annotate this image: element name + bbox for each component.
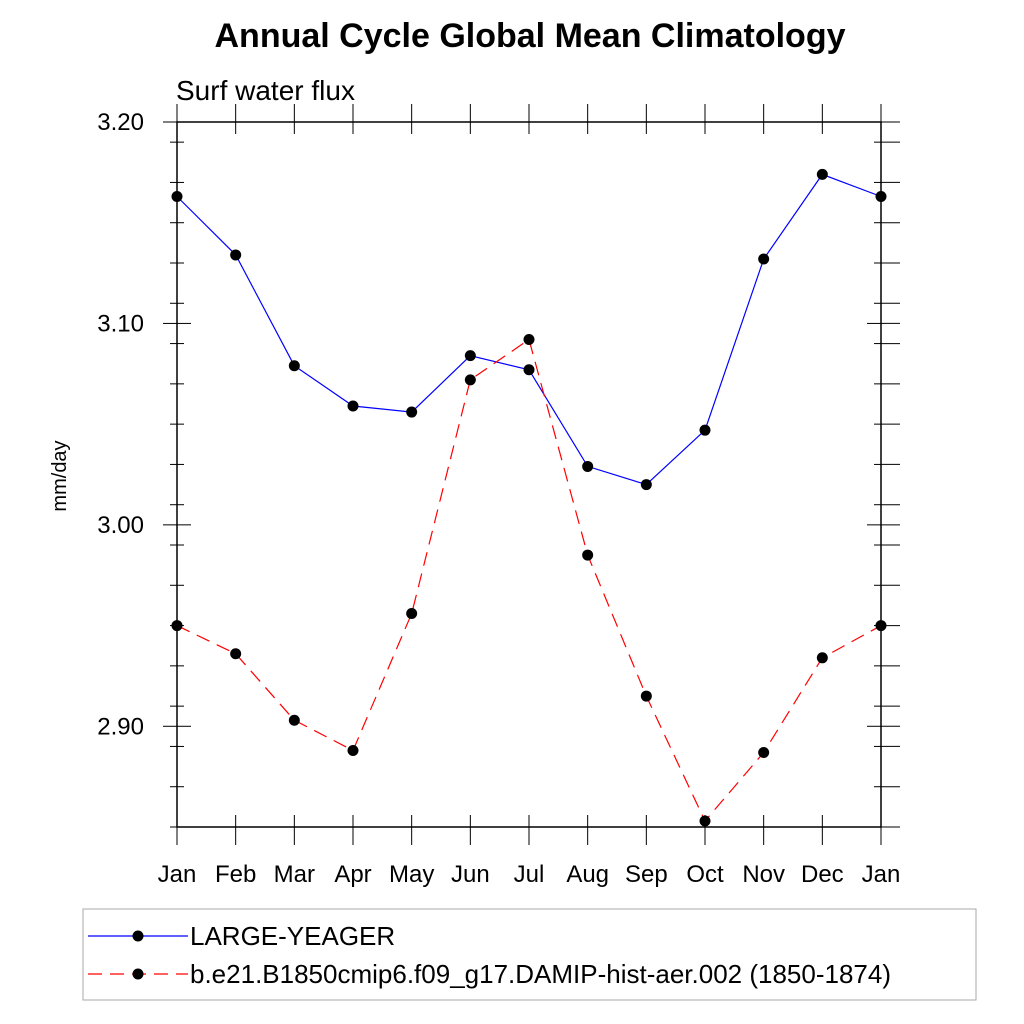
- series-1-point: [523, 364, 535, 376]
- series-2-point: [875, 620, 887, 632]
- series-1-point: [288, 360, 300, 372]
- series-2-point: [406, 607, 418, 619]
- series-2-point: [699, 815, 711, 827]
- x-tick-label: Jan: [158, 861, 197, 888]
- chart-subtitle: Surf water flux: [176, 75, 355, 106]
- y-tick-label: 3.20: [97, 109, 144, 136]
- series-2-point: [347, 744, 359, 756]
- chart-title: Annual Cycle Global Mean Climatology: [215, 17, 846, 55]
- y-tick-label: 2.90: [97, 713, 144, 740]
- series-2-point: [758, 746, 770, 758]
- series-1-point: [464, 350, 476, 362]
- series-1-point: [406, 406, 418, 418]
- legend-box: [82, 908, 977, 1001]
- series-1-point: [230, 249, 242, 261]
- series-1-point: [171, 191, 183, 203]
- x-tick-label: May: [389, 861, 434, 888]
- legend-label-2: b.e21.B1850cmip6.f09_g17.DAMIP-hist-aer.…: [190, 959, 891, 989]
- plot-area: 2.90 3.00 3.10 3.20 Jan Feb Mar Apr May Jun Jul Aug…: [97, 104, 900, 888]
- series-1-point: [347, 400, 359, 412]
- legend-label-1: LARGE-YEAGER: [190, 921, 395, 951]
- series-1-point: [582, 460, 594, 472]
- series-2-point: [230, 648, 242, 660]
- series-2-point: [288, 714, 300, 726]
- series-2-point: [640, 690, 652, 702]
- x-tick-label: Jan: [862, 861, 901, 888]
- series-1-point: [875, 191, 887, 203]
- series-1-point: [816, 168, 828, 180]
- series-2-point: [523, 334, 535, 346]
- x-tick-label: Dec: [801, 861, 844, 888]
- series-2-point: [582, 549, 594, 561]
- plot-frame: [176, 121, 882, 828]
- x-tick-label: Jun: [451, 861, 490, 888]
- series-line-1: [176, 173, 882, 486]
- x-tick-label: Feb: [215, 861, 256, 888]
- legend-marker-1: [132, 930, 144, 942]
- legend-marker-2: [132, 968, 144, 980]
- legend: LARGE-YEAGER b.e21.B1850cmip6.f09_g17.DAM…: [82, 908, 977, 1001]
- y-tick-label: 3.10: [97, 310, 144, 337]
- series-1-point: [699, 424, 711, 436]
- series-1-point: [758, 253, 770, 265]
- x-tick-label: Mar: [274, 861, 315, 888]
- y-tick-label: 3.00: [97, 512, 144, 539]
- series-2-point: [171, 620, 183, 632]
- series-1-point: [640, 479, 652, 491]
- x-tick-label: Apr: [334, 861, 371, 888]
- series-2-point: [464, 374, 476, 386]
- series-2-point: [816, 652, 828, 664]
- x-tick-label: Sep: [625, 861, 668, 888]
- x-tick-label: Jul: [514, 861, 545, 888]
- x-tick-label: Nov: [742, 861, 785, 888]
- x-tick-label: Oct: [686, 861, 724, 888]
- x-tick-label: Aug: [566, 861, 609, 888]
- series-line-2: [176, 338, 882, 823]
- y-axis-label: mm/day: [49, 440, 71, 511]
